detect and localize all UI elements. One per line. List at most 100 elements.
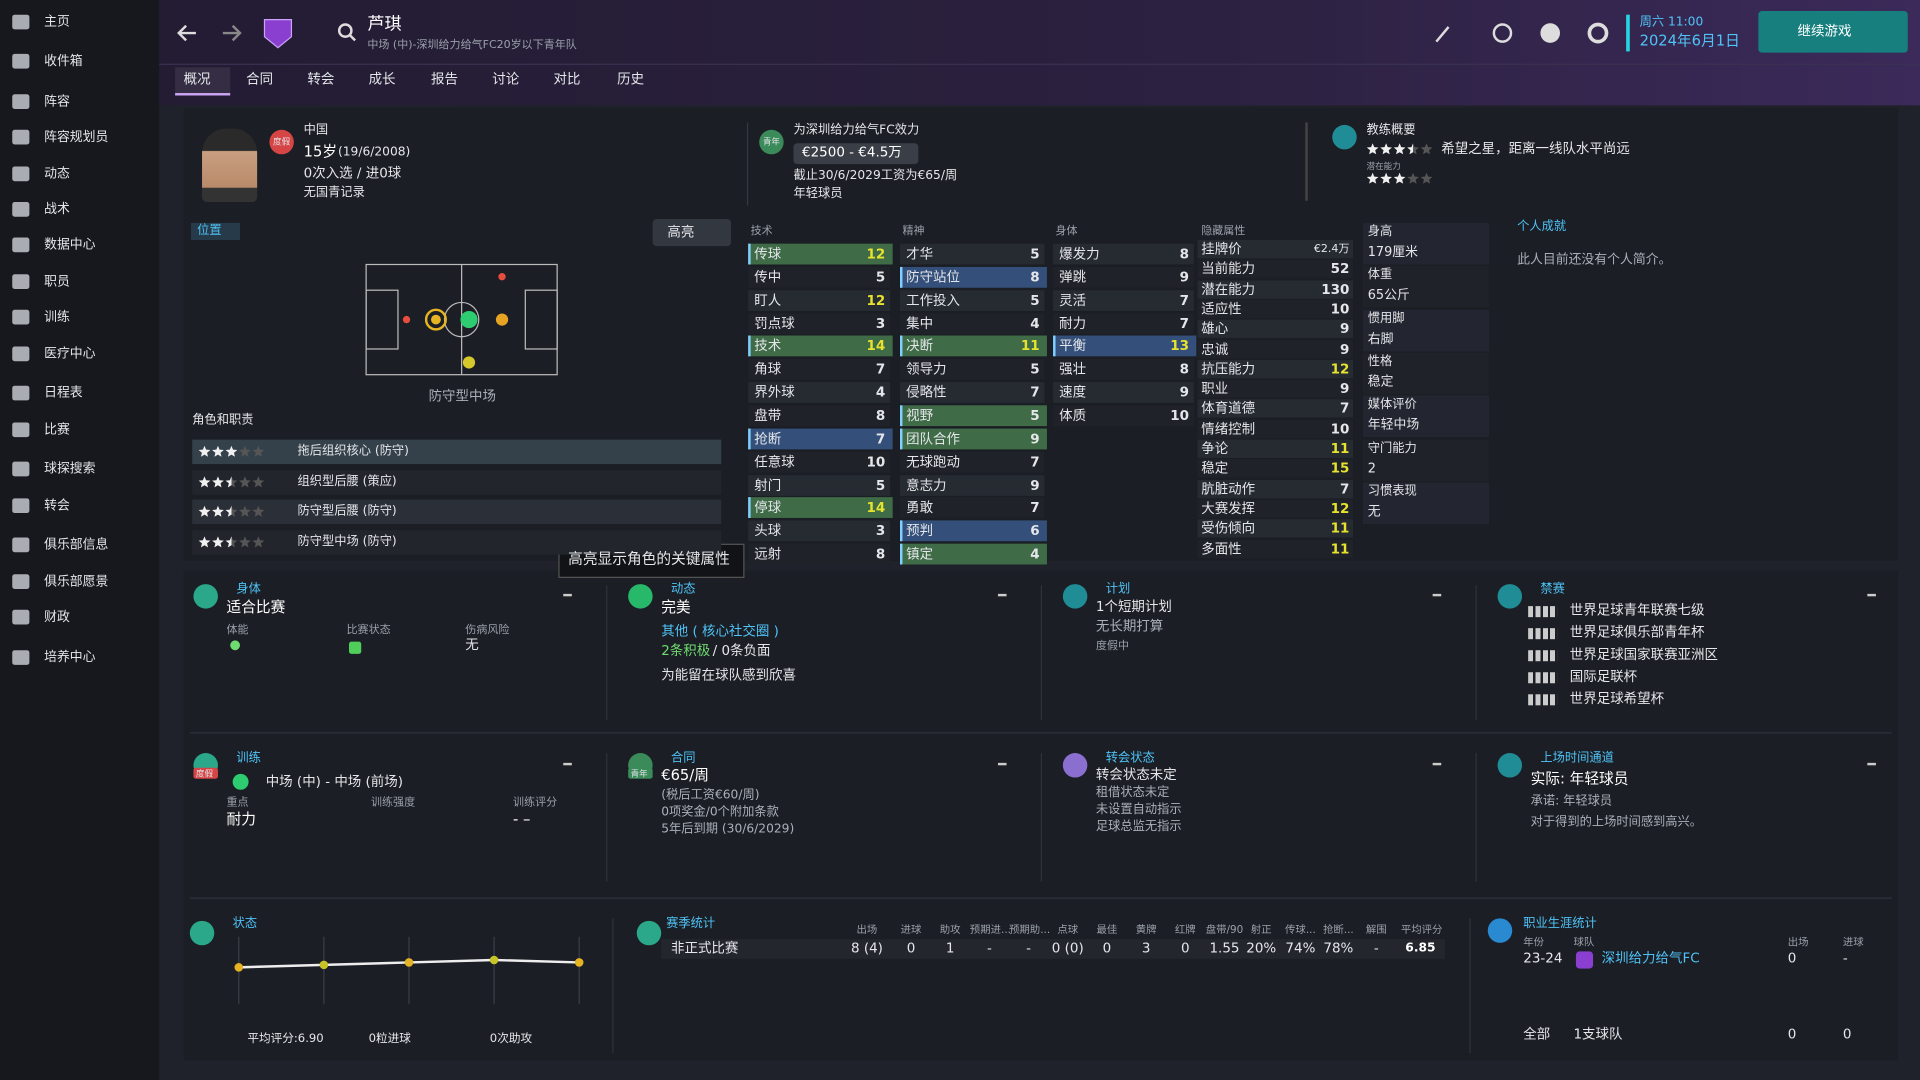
nav-item[interactable]: 训练 [44, 309, 70, 325]
text: 全部 [1523, 1026, 1551, 1043]
text: 预判 [906, 523, 934, 540]
star [1420, 172, 1433, 184]
divider [606, 753, 608, 882]
text: 抗压能力 [1201, 360, 1256, 377]
attribute-row [748, 451, 891, 473]
text: 承诺: 年轻球员 [1530, 794, 1613, 809]
text: 强壮 [1059, 361, 1087, 378]
text: 5 [875, 269, 886, 286]
card-icon [1062, 753, 1088, 778]
text: 停球 [754, 500, 782, 516]
tab[interactable]: 成长 [368, 71, 396, 87]
divider [1040, 753, 1043, 882]
card-icon [189, 920, 215, 946]
text: 解围 [1365, 924, 1387, 937]
star [1366, 143, 1379, 155]
text: 平衡 [1059, 338, 1087, 355]
text: 12 [866, 292, 886, 309]
divider [1040, 585, 1043, 721]
text: 9 [1340, 380, 1350, 397]
text: 7 [1030, 384, 1040, 401]
nav-icon [12, 609, 30, 625]
tab[interactable]: 对比 [553, 71, 581, 87]
text: 0 (0) [1051, 940, 1084, 957]
role-row [192, 439, 722, 465]
text: 球队 [1573, 936, 1595, 949]
nav-item[interactable]: 财政 [44, 609, 70, 625]
attribute-row [748, 266, 891, 288]
status-icon [348, 641, 362, 654]
text: 受伤倾向 [1201, 520, 1256, 537]
nav-item[interactable]: 转会 [44, 498, 70, 514]
text: 比赛状态 [346, 624, 391, 637]
text: 出场 [856, 924, 878, 937]
text: 年轻中场 [1367, 417, 1420, 433]
value-chip [793, 143, 919, 165]
text: 截止30/6/2029工资为€65/周 [793, 168, 958, 183]
text: 12 [866, 246, 886, 263]
text: 度假 [195, 768, 214, 779]
nav-item[interactable]: 职员 [44, 274, 70, 289]
text: 职业生涯统计 [1523, 917, 1597, 931]
nav-item[interactable]: 日程表 [44, 385, 83, 401]
text: 9 [1340, 341, 1350, 357]
text: 0次入选 / 进0球 [303, 165, 402, 182]
tab[interactable]: 历史 [617, 71, 645, 87]
text: 爆发力 [1059, 246, 1100, 263]
text: 9 [1179, 384, 1189, 401]
highlight-dropdown[interactable] [652, 219, 732, 247]
star-rating [198, 475, 265, 487]
text: 世界足球青年联赛七级 [1569, 602, 1705, 619]
text: 9 [1340, 321, 1350, 337]
nav-item[interactable]: 俱乐部信息 [44, 537, 109, 553]
nav-item[interactable]: 培养中心 [44, 650, 96, 665]
badge [269, 129, 294, 155]
nav-item[interactable]: 主页 [44, 14, 70, 30]
attribute-row [900, 266, 1047, 288]
continue-button[interactable] [1758, 11, 1908, 53]
attribute-row [900, 312, 1045, 334]
text: 无长期打算 [1095, 618, 1164, 635]
text: 3 [1141, 940, 1151, 957]
chevron [1432, 762, 1442, 766]
nav-item[interactable]: 阵容 [44, 94, 70, 109]
attribute-row [1197, 519, 1354, 538]
nav-item[interactable]: 数据中心 [44, 237, 96, 253]
tab[interactable]: 合同 [246, 71, 274, 87]
text: 训练 [236, 751, 261, 766]
tab[interactable]: 讨论 [492, 71, 520, 87]
nav-item[interactable]: 球探搜索 [44, 461, 96, 477]
text: 8 (4) [850, 940, 883, 957]
star [1407, 143, 1419, 155]
nav-item[interactable]: 比赛 [44, 422, 70, 438]
text: 视野 [906, 407, 934, 424]
tab[interactable]: 报告 [431, 71, 458, 87]
nav-icon [12, 274, 30, 289]
text: 位置 [197, 224, 222, 238]
role-row [192, 529, 722, 555]
nav-item[interactable]: 医疗中心 [44, 346, 96, 362]
attribute-row [900, 520, 1047, 542]
text: 禁赛 [1540, 582, 1565, 597]
attribute-row [1197, 339, 1354, 359]
nav-item[interactable]: 阵容规划员 [44, 129, 109, 145]
attribute-row [900, 497, 1045, 519]
tab[interactable]: 转会 [307, 71, 335, 87]
text: 高亮显示角色的关键属性 [568, 549, 730, 567]
text: 习惯表现 [1367, 484, 1417, 499]
nav-item[interactable]: 收件箱 [44, 53, 83, 69]
text: 盯人 [754, 292, 782, 309]
form-chart [234, 936, 584, 1005]
nav-item[interactable]: 俱乐部愿景 [44, 574, 109, 589]
text: 0粒进球 [368, 1032, 411, 1046]
attribute-row [900, 543, 1047, 565]
star [198, 505, 211, 517]
fitness-icon [230, 640, 241, 651]
card-icon [193, 584, 218, 609]
text: 耐力 [1059, 315, 1087, 332]
nav-item[interactable]: 动态 [44, 166, 70, 182]
nav-item[interactable]: 战术 [44, 202, 70, 217]
text: 0项奖金/0个附加条款 [661, 805, 779, 820]
tab[interactable]: 概况 [183, 71, 211, 87]
